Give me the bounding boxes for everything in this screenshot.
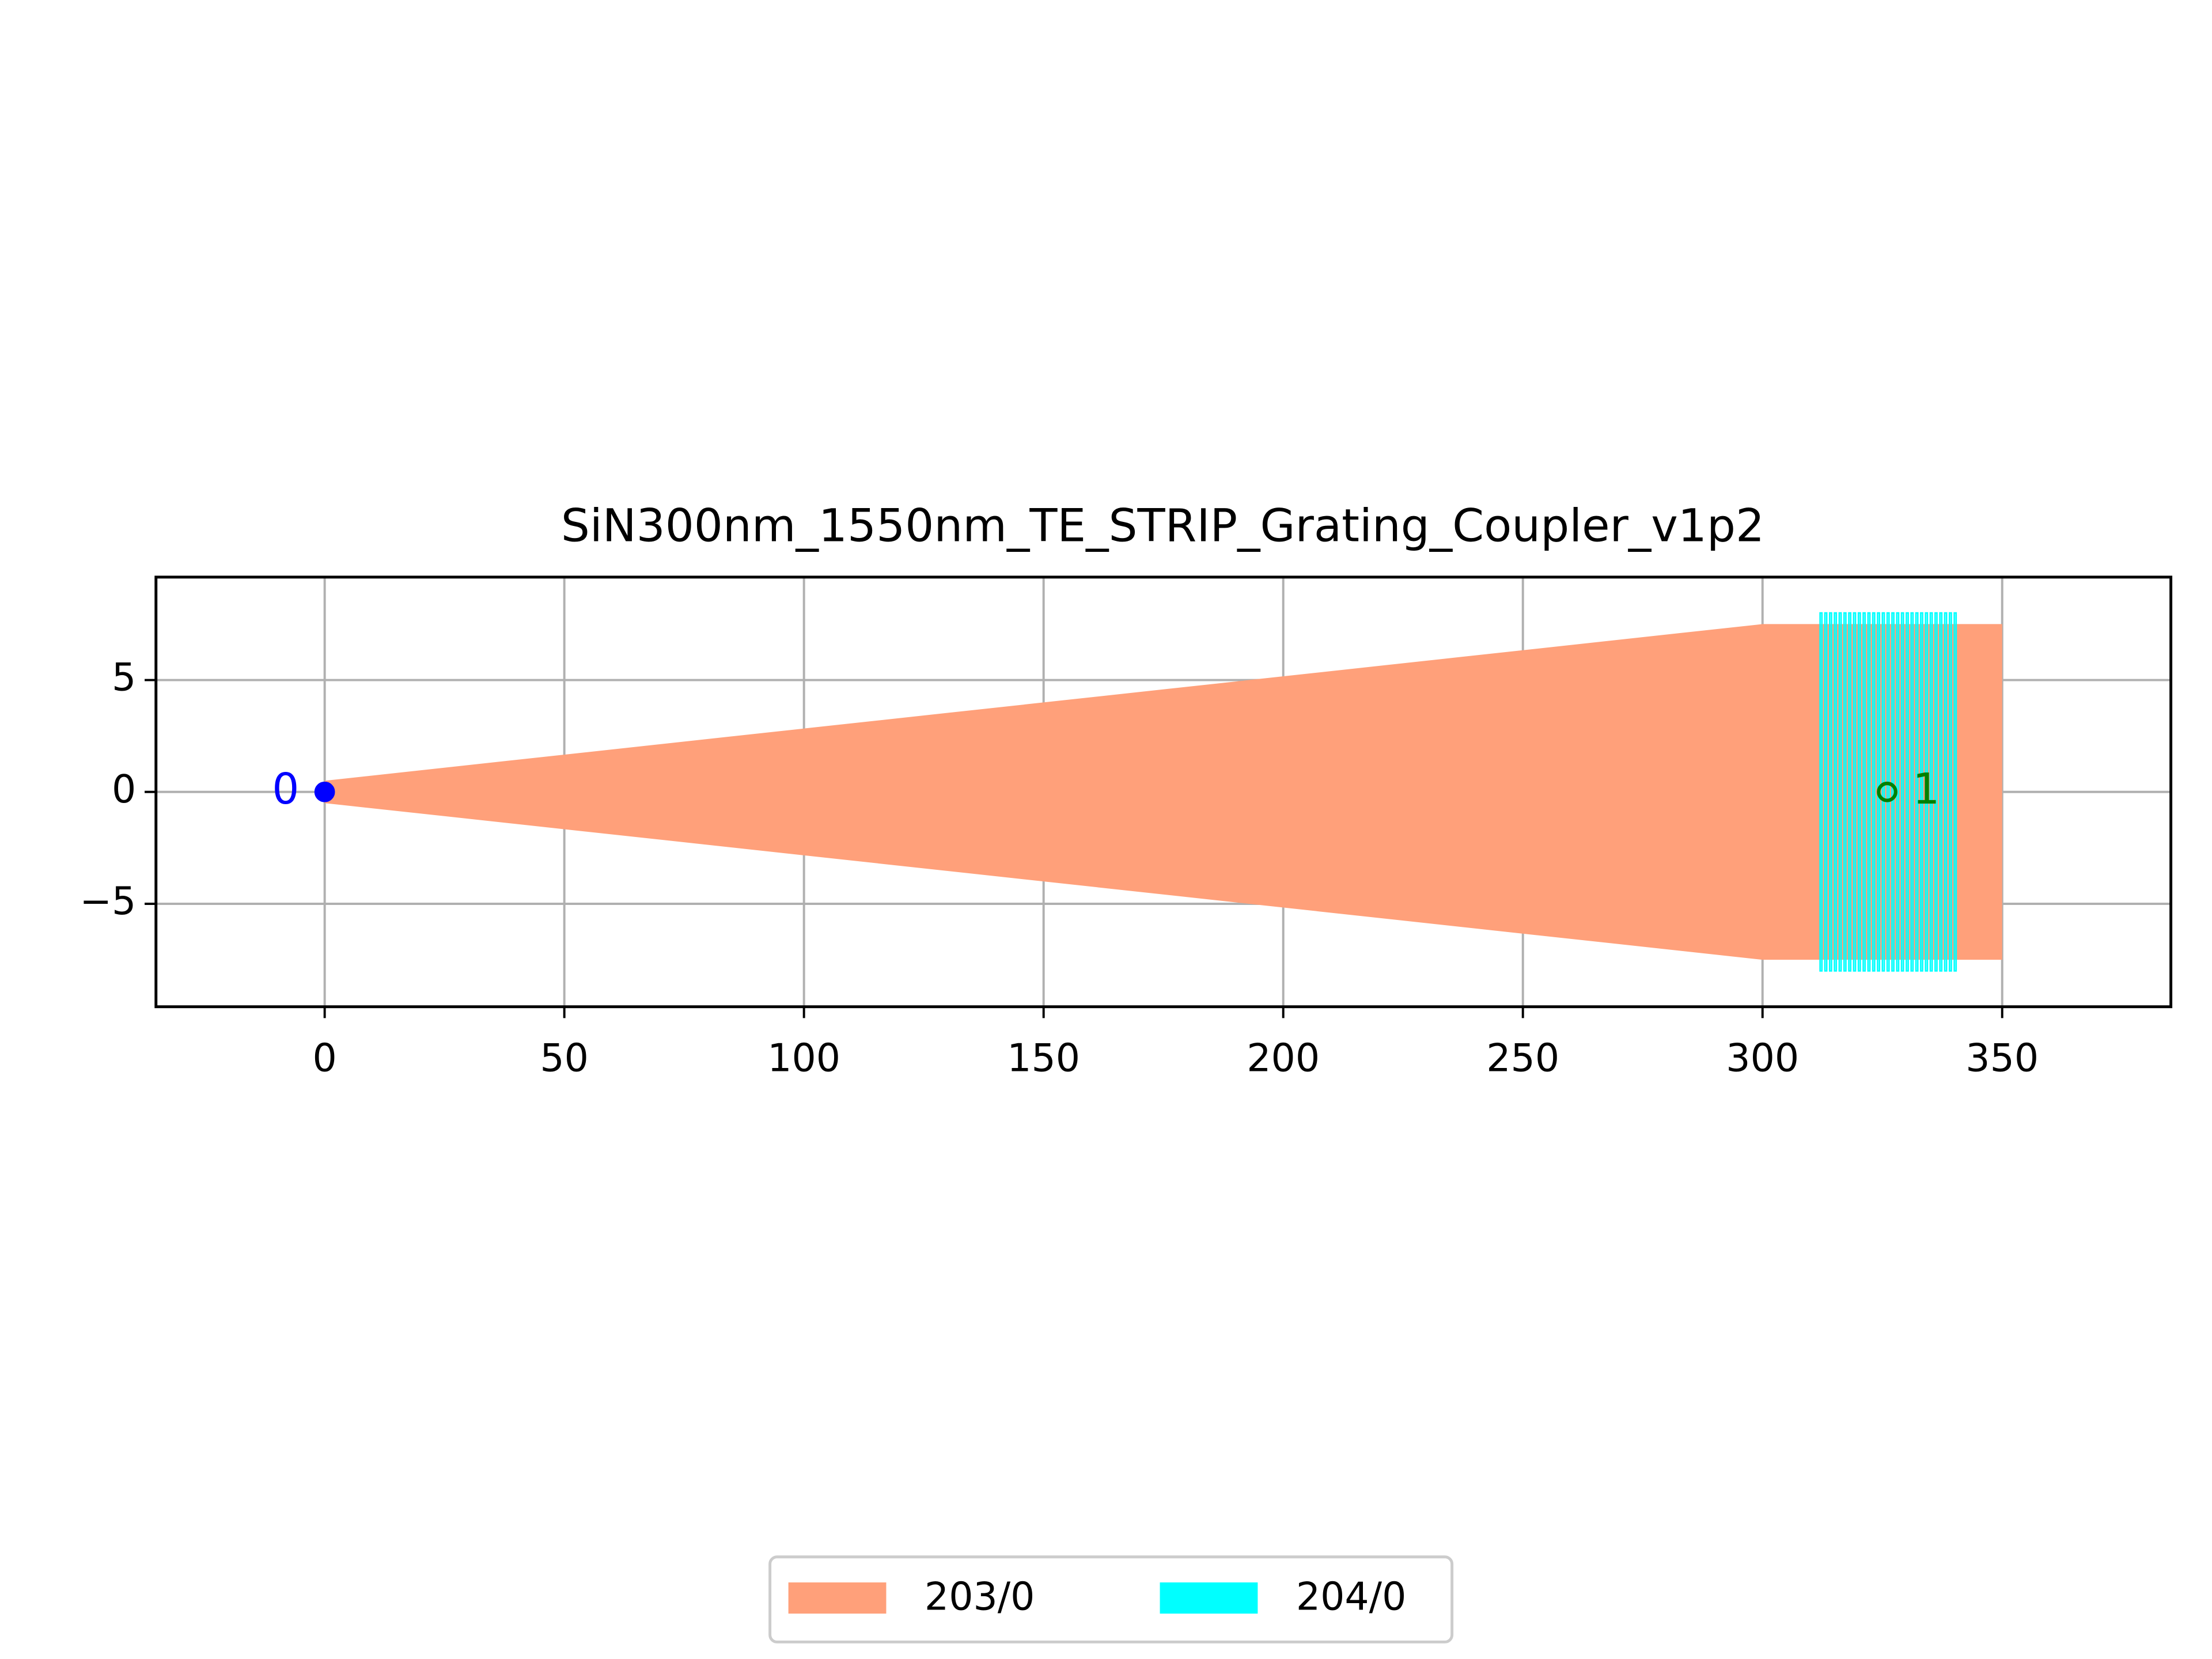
- polygon: [1910, 612, 1914, 972]
- polygon: [1843, 612, 1847, 972]
- y-tick-label: 0: [112, 767, 136, 812]
- x-tick-label: 0: [313, 1035, 337, 1080]
- polygon: [1896, 612, 1900, 972]
- legend-label: 204/0: [1296, 1574, 1407, 1619]
- chart-title: SiN300nm_1550nm_TE_STRIP_Grating_Coupler…: [561, 499, 1764, 552]
- polygon: [1819, 612, 1823, 972]
- polygon: [324, 624, 2002, 960]
- polygon: [1953, 612, 1957, 972]
- polygon: [1948, 612, 1952, 972]
- x-tick-label: 150: [1007, 1035, 1080, 1080]
- polygon: [1886, 612, 1890, 972]
- polygon: [1944, 612, 1948, 972]
- polygon: [1834, 612, 1838, 972]
- polygon: [1881, 612, 1885, 972]
- port-marker: [1877, 781, 1897, 802]
- x-tick-label: 300: [1726, 1035, 1799, 1080]
- polygon: [1853, 612, 1857, 972]
- port-label: 0: [272, 764, 299, 814]
- polygon: [1900, 612, 1904, 972]
- polygon: [1925, 612, 1929, 972]
- y-tick-label: −5: [79, 878, 136, 923]
- polygon: [1906, 612, 1909, 972]
- polygon: [1939, 612, 1943, 972]
- polygon: [1828, 612, 1832, 972]
- polygon: [1838, 612, 1842, 972]
- x-tick-label: 200: [1247, 1035, 1320, 1080]
- x-tick-label: 50: [540, 1035, 589, 1080]
- polygon: [1848, 612, 1852, 972]
- legend-swatch: [1160, 1582, 1258, 1614]
- polygon: [1872, 612, 1876, 972]
- polygon: [1867, 612, 1871, 972]
- polygon: [1824, 612, 1828, 972]
- legend-label: 203/0: [925, 1574, 1035, 1619]
- port-marker: [314, 781, 335, 802]
- x-tick-label: 250: [1486, 1035, 1559, 1080]
- polygon: [1920, 612, 1923, 972]
- polygon: [1929, 612, 1933, 972]
- port-label: 1: [1912, 764, 1940, 814]
- polygon: [1857, 612, 1861, 972]
- x-tick-label: 350: [1965, 1035, 2039, 1080]
- legend-frame: [768, 1555, 1454, 1643]
- legend-swatch: [788, 1582, 887, 1614]
- polygon: [1934, 612, 1938, 972]
- polygon: [1915, 612, 1919, 972]
- y-tick-label: 5: [112, 655, 136, 700]
- polygon: [1862, 612, 1866, 972]
- polygon: [1891, 612, 1895, 972]
- x-tick-label: 100: [767, 1035, 840, 1080]
